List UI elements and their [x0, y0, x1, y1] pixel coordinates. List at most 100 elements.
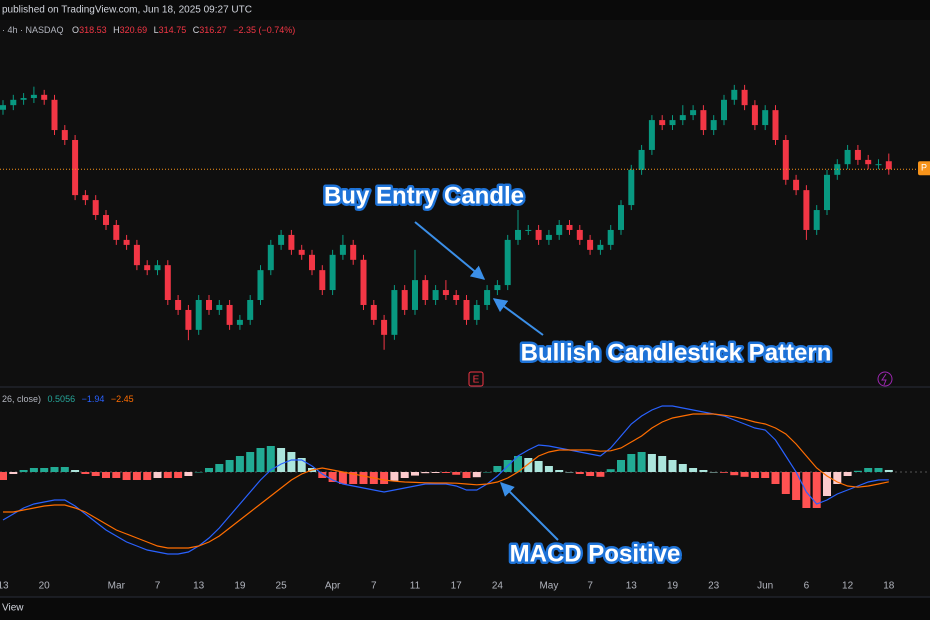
- histogram-bar: [40, 468, 49, 472]
- histogram-bar: [493, 466, 502, 472]
- candle-body: [803, 190, 810, 230]
- x-tick-label: 6: [804, 581, 810, 592]
- earnings-marker[interactable]: E: [473, 375, 480, 386]
- macd-pane: [0, 405, 930, 555]
- x-tick-label: 23: [708, 581, 720, 592]
- histogram-bar: [452, 472, 461, 475]
- histogram-bar: [689, 468, 698, 472]
- candle-body: [381, 319, 388, 335]
- candle-body: [885, 161, 892, 170]
- candle-body: [576, 229, 583, 240]
- histogram-bar: [163, 472, 172, 478]
- ohlc-letter: O: [72, 25, 79, 35]
- histogram-bar: [586, 472, 595, 476]
- histogram-bar: [483, 472, 492, 473]
- candle-body: [51, 99, 58, 131]
- candle-body: [865, 159, 872, 165]
- x-tick-label: Jun: [757, 581, 773, 592]
- histogram-bar: [617, 460, 625, 472]
- histogram-bar: [720, 472, 728, 473]
- candle-body: [154, 265, 161, 271]
- candles: P: [0, 84, 930, 350]
- histogram-bar: [287, 452, 296, 472]
- annotation-arrow: [492, 298, 544, 336]
- candle-body: [824, 174, 830, 211]
- candle-body: [504, 239, 511, 286]
- histogram-bar: [143, 472, 152, 480]
- histogram-bar: [19, 470, 28, 472]
- candle-body: [494, 285, 501, 291]
- histogram-bar: [843, 472, 852, 476]
- histogram-bar: [0, 472, 7, 480]
- candle-body: [721, 99, 727, 121]
- published-note: published on TradingView.com, Jun 18, 20…: [2, 5, 252, 16]
- histogram-bar: [29, 468, 38, 472]
- candle-body: [350, 244, 357, 260]
- change: −2.35 (−0.74%): [233, 25, 295, 35]
- candle-body: [206, 300, 212, 310]
- histogram-bar: [472, 472, 481, 478]
- histogram-bar: [668, 460, 677, 472]
- candle-body: [72, 140, 79, 196]
- x-tick-label: 7: [587, 581, 593, 592]
- candle-body: [545, 234, 552, 240]
- separator: ·: [2, 25, 8, 35]
- x-tick-label: Mar: [108, 581, 126, 592]
- histogram-bar: [112, 472, 121, 478]
- histogram-bar: [380, 472, 389, 484]
- candle-body: [854, 149, 861, 160]
- candle-body: [144, 265, 151, 271]
- candle-body: [30, 94, 37, 99]
- histogram-bar: [421, 472, 430, 474]
- candle-body: [762, 110, 769, 126]
- candle-body: [92, 200, 99, 216]
- candle-body: [61, 130, 68, 140]
- histogram-bar: [359, 472, 368, 484]
- candle-body: [710, 120, 717, 131]
- ohlc-letter: C: [193, 25, 200, 35]
- candle-body: [679, 115, 686, 121]
- histogram-bar: [246, 452, 255, 472]
- histogram-bar: [132, 472, 141, 480]
- candle-body: [813, 210, 820, 230]
- candle-body: [473, 304, 480, 320]
- histogram-bar: [709, 472, 718, 473]
- candle-body: [587, 239, 594, 250]
- histogram-bar: [50, 467, 59, 472]
- separator: ·: [18, 25, 26, 35]
- histogram-bar: [761, 472, 770, 478]
- candle-body: [442, 290, 449, 296]
- histogram-bar: [658, 456, 667, 472]
- x-tick-label: 12: [842, 581, 854, 592]
- x-tick-label: 20: [39, 581, 51, 592]
- x-tick-label: 7: [155, 581, 161, 592]
- histogram-bar: [864, 468, 873, 472]
- candle-body: [628, 169, 635, 206]
- histogram-bar: [699, 470, 708, 472]
- histogram-bar: [544, 466, 553, 472]
- candle-body: [339, 244, 346, 255]
- histogram-bar: [750, 472, 759, 478]
- histogram-bar: [256, 448, 265, 472]
- candle-body: [515, 229, 521, 240]
- candle-body: [422, 280, 429, 300]
- annotation-arrow: [414, 221, 486, 280]
- histogram-bar: [174, 472, 183, 478]
- dividend-icon[interactable]: [877, 371, 893, 387]
- candle-body: [236, 319, 243, 325]
- earnings-icon[interactable]: [468, 371, 484, 387]
- ohlc-value: 316.27: [199, 25, 227, 35]
- histogram-bar: [441, 472, 450, 473]
- candle-body: [463, 300, 470, 320]
- histogram-bar: [60, 467, 69, 472]
- time-axis: 13 20 Mar 7 13 19 25 Apr 7 11 17 24 May 7 13 19 23 Jun 6 12…: [0, 581, 895, 592]
- x-tick-label: 13: [0, 581, 9, 592]
- histogram-bar: [678, 464, 687, 472]
- annotation: MACD Positive: [510, 540, 681, 567]
- candle-body: [133, 244, 140, 266]
- candle-body: [298, 249, 305, 255]
- candle-body: [618, 205, 624, 230]
- candle-body: [700, 110, 707, 131]
- exchange: NASDAQ: [26, 25, 64, 35]
- candle-body: [597, 244, 604, 250]
